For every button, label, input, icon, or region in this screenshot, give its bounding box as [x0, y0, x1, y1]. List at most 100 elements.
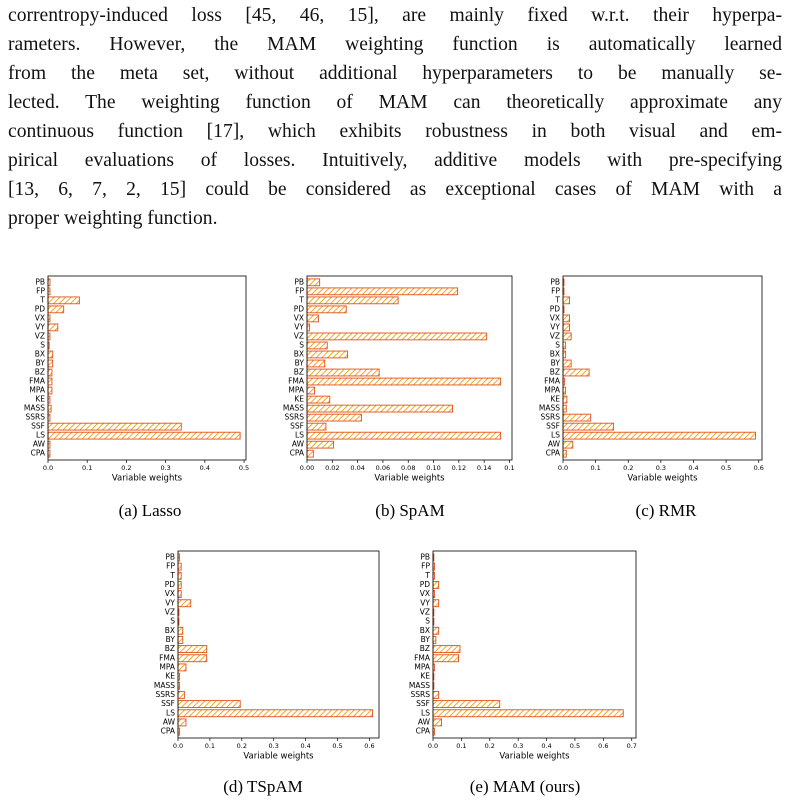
bar	[432, 709, 624, 718]
y-tick-label: MASS	[24, 404, 45, 413]
y-tick-label: VZ	[550, 331, 560, 340]
y-tick-label: PD	[550, 304, 561, 313]
bar	[562, 404, 567, 413]
chart: CPAAWLSSSFSSRSMASSKEMPAFMABZBYBXSVZVYVXP…	[24, 275, 249, 520]
y-tick-label: MPA	[159, 662, 176, 671]
x-tick-label: 0.2	[623, 464, 633, 472]
y-tick-label: VZ	[165, 607, 175, 616]
y-tick-label: FMA	[544, 377, 561, 386]
bar	[562, 368, 590, 377]
bar	[306, 395, 331, 404]
bar	[432, 718, 442, 727]
y-tick-label: MPA	[544, 386, 561, 395]
y-tick-label: SSF	[161, 699, 175, 708]
bar	[177, 690, 185, 699]
y-tick-label: SSRS	[26, 413, 46, 422]
y-tick-label: FMA	[414, 653, 431, 662]
bar	[306, 278, 321, 287]
x-tick-label: 0.12	[452, 464, 466, 472]
y-tick-label: S	[299, 340, 304, 349]
y-tick-label: BX	[165, 626, 175, 635]
x-tick-label: 0.3	[160, 464, 170, 472]
bar	[177, 645, 208, 654]
y-tick-label: VX	[550, 313, 560, 322]
y-tick-label: LS	[421, 708, 430, 717]
x-tick-label: 0.5	[332, 742, 342, 750]
y-tick-label: AW	[292, 440, 305, 449]
y-tick-label: MASS	[539, 404, 560, 413]
x-tick-label: 0.1	[590, 464, 600, 472]
y-tick-label: T	[169, 571, 175, 580]
y-tick-label: BY	[36, 358, 46, 367]
y-tick-label: SSRS	[541, 413, 561, 422]
chart: CPAAWLSSSFSSRSMASSKEMPAFMABZBYBXSVZVYVXP…	[154, 550, 380, 796]
text-line: pirical evaluations of losses. Intuitive…	[8, 150, 782, 171]
y-tick-label: FP	[551, 286, 560, 295]
bar	[562, 296, 570, 305]
x-tick-label: 0.2	[485, 742, 495, 750]
x-tick-label: 0.2	[237, 742, 247, 750]
bar	[562, 359, 572, 368]
y-tick-label: PB	[550, 277, 560, 286]
y-tick-label: BZ	[420, 644, 430, 653]
bar	[177, 599, 192, 608]
x-tick-label: 0.4	[300, 742, 310, 750]
paragraph: correntropy-induced loss [45, 46, 15], a…	[8, 1, 782, 233]
caption: (b) SpAM	[375, 501, 444, 520]
y-tick-label: MPA	[414, 662, 431, 671]
chart: CPAAWLSSSFSSRSMASSKEMPAFMABZBYBXSVZVYVXP…	[409, 550, 637, 796]
y-tick-label: PB	[165, 552, 175, 561]
y-tick-label: BX	[35, 349, 45, 358]
y-tick-label: KE	[165, 672, 175, 681]
y-tick-label: S	[425, 617, 430, 626]
bar	[177, 663, 187, 672]
x-tick-label: 0.5	[570, 742, 580, 750]
bar	[306, 296, 399, 305]
caption: (c) RMR	[636, 501, 698, 520]
bar	[47, 350, 54, 359]
y-tick-label: PD	[420, 580, 431, 589]
bar	[306, 431, 502, 440]
y-tick-label: KE	[35, 395, 45, 404]
y-tick-label: LS	[295, 431, 304, 440]
y-tick-label: VX	[35, 313, 45, 322]
y-tick-label: CPA	[290, 449, 305, 458]
x-tick-label: 0.0	[43, 464, 53, 472]
bar	[306, 314, 319, 323]
bar	[177, 635, 184, 644]
y-tick-label: SSF	[31, 422, 45, 431]
text-line: lected. The weighting function of MAM ca…	[8, 92, 782, 113]
x-tick-label: 0.0	[173, 742, 183, 750]
y-tick-label: KE	[294, 395, 304, 404]
x-tick-label: 0.1	[82, 464, 92, 472]
x-axis-label: Variable weights	[499, 752, 570, 762]
y-tick-label: LS	[551, 431, 560, 440]
y-tick-label: BY	[551, 358, 561, 367]
y-tick-label: FMA	[288, 377, 305, 386]
y-tick-label: MASS	[409, 681, 430, 690]
y-tick-label: KE	[550, 395, 560, 404]
bar	[562, 431, 756, 440]
x-tick-label: 0.7	[627, 742, 637, 750]
axes-frame	[306, 275, 513, 461]
x-tick-label: 0.5	[721, 464, 731, 472]
y-tick-label: LS	[36, 431, 45, 440]
text-line: proper weighting function.	[8, 208, 218, 229]
bar	[47, 404, 52, 413]
y-tick-label: SSF	[416, 699, 430, 708]
y-tick-label: BX	[420, 626, 430, 635]
y-tick-label: VY	[550, 322, 560, 331]
y-tick-label: CPA	[416, 727, 431, 736]
bar	[306, 341, 328, 350]
x-tick-label: 0.0	[558, 464, 568, 472]
y-tick-label: BZ	[550, 368, 560, 377]
y-tick-label: FMA	[29, 377, 46, 386]
bar	[562, 323, 570, 332]
x-tick-label: 0.1	[456, 742, 466, 750]
y-tick-label: VY	[35, 322, 45, 331]
bar	[306, 422, 327, 431]
bar	[432, 635, 437, 644]
bar	[47, 431, 241, 440]
